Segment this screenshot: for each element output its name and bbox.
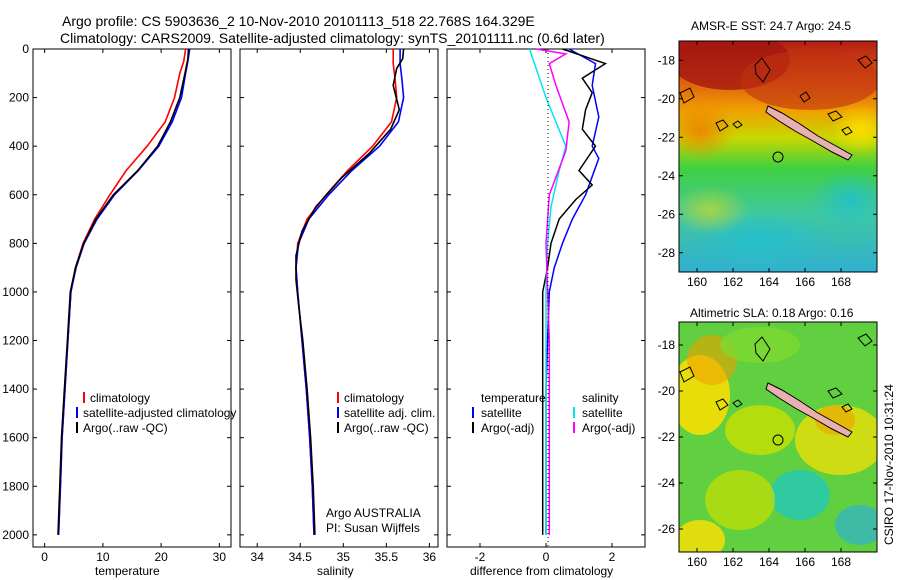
map-x-tick-label: 164 [759, 275, 779, 289]
map-y-tick-label: -18 [658, 53, 676, 67]
x-tick-label: 0 [41, 550, 48, 564]
x-tick-label: 35.5 [375, 550, 399, 564]
x-tick-label: 10 [96, 550, 110, 564]
x-tick-label: -2 [475, 550, 486, 564]
profile-series [57, 48, 608, 535]
axis-ticks: 0 10 20 30020040060080010001200140016001800… [2, 42, 645, 564]
map-x-tick-label: 160 [687, 275, 707, 289]
legend-salinity-heading: salinity [582, 391, 619, 405]
legend-temp-argo: Argo(-adj) [481, 421, 534, 435]
y-tick-label: 2000 [2, 528, 29, 542]
y-tick-label: 1400 [2, 382, 29, 396]
difference-legend: temperature satellite Argo(-adj) salinit… [472, 391, 635, 435]
legend-satellite-adjusted: satellite-adjusted climatology [83, 406, 236, 420]
y-tick-label: 1600 [2, 431, 29, 445]
temperature-xlabel: temperature [95, 564, 160, 578]
map-x-tick-label: 162 [723, 275, 743, 289]
map-x-tick-label: 160 [687, 555, 707, 569]
sst-map-frame [678, 40, 878, 273]
series-line [57, 48, 187, 535]
map-y-tick-label: -22 [658, 430, 676, 444]
map-y-tick-label: -20 [658, 92, 676, 106]
map-axis-ticks: 160 162 164 166 168 -18 -20 -22 -24 -26 -28 160 162 1… [658, 41, 877, 569]
pi-label: PI: Susan Wijffels [326, 521, 420, 535]
x-tick-label: 34.5 [289, 550, 313, 564]
x-tick-label: 2 [609, 550, 616, 564]
legend-sal-satellite: satellite [582, 406, 623, 420]
legend-sal-argo: Argo(-adj) [582, 421, 635, 435]
salinity-xlabel: salinity [317, 564, 354, 578]
argo-program-label: Argo AUSTRALIA [326, 506, 421, 520]
legend-argo: Argo(..raw -QC) [344, 421, 429, 435]
y-tick-label: 1800 [2, 479, 29, 493]
y-tick-label: 200 [9, 91, 29, 105]
series-line [545, 48, 600, 535]
difference-xlabel: difference from climatology [470, 564, 613, 578]
argo-float-marker [772, 434, 784, 446]
legend-climatology: climatology [344, 391, 404, 405]
map-x-tick-label: 166 [795, 555, 815, 569]
x-tick-label: 30 [213, 550, 227, 564]
series-line [528, 48, 567, 535]
x-tick-label: 36 [423, 550, 437, 564]
map-y-tick-label: -26 [658, 522, 676, 536]
map-y-tick-label: -22 [658, 130, 676, 144]
y-tick-label: 1200 [2, 334, 29, 348]
argo-float-marker [772, 151, 784, 163]
map-x-tick-label: 164 [759, 555, 779, 569]
y-tick-label: 800 [9, 236, 29, 250]
y-tick-label: 400 [9, 139, 29, 153]
map-x-tick-label: 168 [831, 555, 851, 569]
map-y-tick-label: -24 [658, 476, 676, 490]
x-tick-label: 0 [543, 550, 550, 564]
salinity-axes [239, 48, 439, 548]
series-line [541, 48, 608, 535]
map-y-tick-label: -24 [658, 169, 676, 183]
series-line [535, 48, 570, 535]
temperature-axes [32, 48, 232, 548]
map-x-tick-label: 166 [795, 275, 815, 289]
sst-map-title: AMSR-E SST: 24.7 Argo: 24.5 [691, 19, 851, 33]
legend-satellite-adj: satellite adj. clim. [344, 406, 435, 420]
y-tick-label: 1000 [2, 285, 29, 299]
map-y-tick-label: -28 [658, 246, 676, 260]
header-line1: Argo profile: CS 5903636_2 10-Nov-2010 2… [62, 13, 535, 29]
map-x-tick-label: 162 [723, 555, 743, 569]
x-tick-label: 20 [154, 550, 168, 564]
map-y-tick-label: -26 [658, 207, 676, 221]
x-tick-label: 34 [251, 550, 265, 564]
salinity-legend: climatology satellite adj. clim. Argo(..… [326, 391, 435, 535]
y-tick-label: 600 [9, 188, 29, 202]
series-line [57, 48, 190, 535]
credit-timestamp: CSIRO 17-Nov-2010 10:31:24 [882, 384, 896, 545]
temperature-legend: climatology satellite-adjusted climatolo… [76, 391, 236, 435]
new-caledonia-landmass [765, 382, 853, 438]
x-tick-label: 35 [337, 550, 351, 564]
sla-map [679, 322, 877, 552]
map-y-tick-label: -18 [658, 338, 676, 352]
map-x-tick-label: 168 [831, 275, 851, 289]
sst-map [679, 41, 877, 272]
sla-map-title: Altimetric SLA: 0.18 Argo: 0.16 [690, 306, 854, 320]
legend-temp-satellite: satellite [481, 406, 522, 420]
header-line2: Climatology: CARS2009. Satellite-adjuste… [60, 30, 605, 46]
legend-climatology: climatology [90, 391, 150, 405]
series-line [295, 48, 405, 535]
y-tick-label: 0 [22, 42, 29, 56]
legend-temperature-heading: temperature [481, 391, 546, 405]
legend-argo: Argo(..raw -QC) [83, 421, 168, 435]
map-y-tick-label: -20 [658, 384, 676, 398]
new-caledonia-landmass [765, 105, 853, 161]
